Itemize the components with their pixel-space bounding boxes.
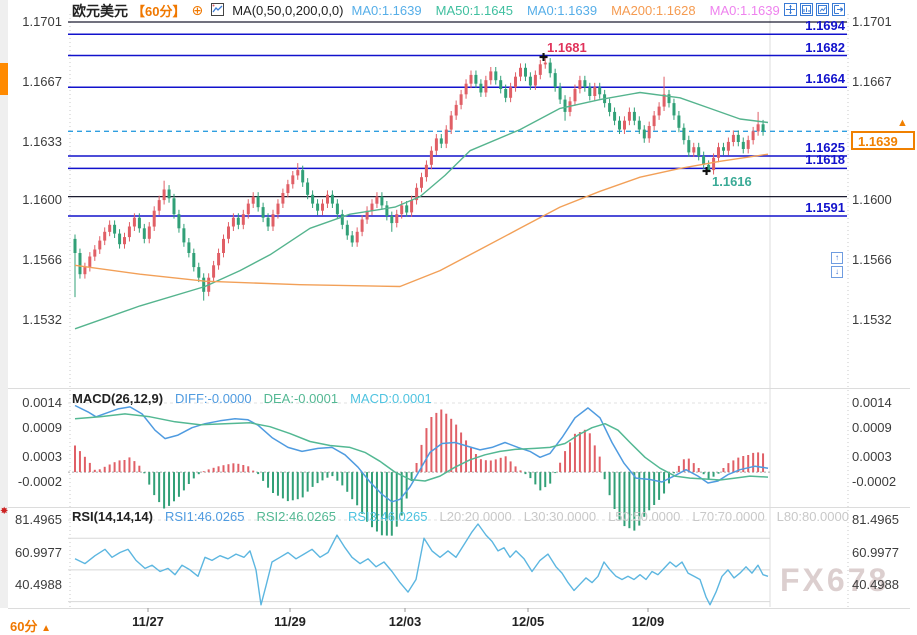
rsi-axis-label-right: 81.4965 — [852, 512, 899, 527]
scrollbar-thumb[interactable] — [0, 63, 8, 95]
ma-readout: MA0:1.1639 — [709, 3, 780, 18]
macd-axis-label-right: -0.0002 — [852, 474, 897, 489]
current-price-tag: 1.1639 — [851, 131, 915, 150]
macd-readout: DEA:-0.0001 — [263, 391, 339, 406]
sr-level-label: 1.1625 — [805, 140, 845, 155]
high-annotation: 1.1681 — [547, 40, 587, 56]
sr-level-label: 1.1664 — [805, 71, 845, 87]
macd-axis-label-left: 0.0009 — [22, 419, 62, 435]
sr-level-label: 1.1618 — [805, 152, 845, 168]
rsi-header: RSI(14,14,14) RSI1:46.0265 RSI2:46.0265 RS… — [72, 509, 849, 524]
scale-down-icon[interactable]: ↓ — [831, 266, 843, 278]
date-label: 11/29 — [274, 614, 306, 629]
rsi-axis-label-left: 60.9977 — [15, 544, 62, 560]
rsi-readout: RSI2:46.0265 — [256, 509, 336, 524]
main-axis-label-right: 1.1667 — [852, 73, 892, 89]
ma-readout: MA50:1.1645 — [435, 3, 513, 18]
main-axis-label-left: 1.1532 — [22, 311, 62, 327]
ma-formula: MA(0,50,0,200,0,0) — [232, 3, 344, 18]
rsi-axis-label-left: 40.4988 — [15, 577, 62, 592]
rsi-readout: L70:70.0000 — [692, 509, 765, 524]
ma-readout: MA200:1.1628 — [611, 3, 696, 18]
date-label: 12/05 — [511, 614, 545, 629]
price-up-arrow-icon: ▲ — [897, 117, 908, 129]
rsi-readouts: RSI1:46.0265 RSI2:46.0265 RSI3:46.0265 L20:… — [165, 509, 849, 524]
macd-axis-label-left: 0.0003 — [22, 449, 62, 465]
macd-axis-label-right: 0.0003 — [852, 449, 892, 465]
indicator-panel-icon[interactable] — [816, 3, 829, 16]
rsi-readout: L20:20.0000 — [439, 509, 512, 524]
macd-header: MACD(26,12,9) DIFF:-0.0000 DEA:-0.0001 MAC… — [72, 391, 432, 406]
rsi-axis-label-right: 60.9977 — [852, 544, 899, 560]
sep-macd-rsi — [8, 506, 910, 508]
toolbar — [784, 3, 845, 16]
rsi-readout: L50:50.0000 — [608, 509, 681, 524]
crosshair-icon[interactable] — [784, 3, 797, 16]
macd-readouts: DIFF:-0.0000 DEA:-0.0001 MACD:0.0001 — [175, 391, 432, 406]
ma-readouts: MA0:1.1639 MA50:1.1645 MA0:1.1639 MA200:1.1… — [352, 3, 780, 18]
rsi-axis-label-right: 40.4988 — [852, 577, 899, 592]
main-axis-label-left: 1.1600 — [22, 192, 62, 208]
period-tag[interactable]: 【60分】 — [132, 4, 186, 19]
rsi-readout: L30:30.0000 — [523, 509, 597, 524]
sr-level-label: 1.1682 — [805, 39, 845, 55]
macd-axis-label-left: -0.0002 — [17, 474, 62, 489]
indicator-window-icon[interactable] — [800, 3, 813, 16]
macd-axis-label-left: 0.0014 — [22, 395, 62, 410]
main-axis-label-left: 1.1701 — [22, 14, 62, 29]
rsi-readout: RSI3:46.0265 — [347, 509, 428, 524]
main-axis-label-right: 1.1532 — [852, 311, 892, 327]
main-axis-label-right: 1.1566 — [852, 252, 892, 268]
chart-type-icon[interactable] — [211, 2, 225, 19]
rsi-readout: L80:80.0000 — [776, 509, 849, 524]
macd-axis-label-right: 0.0014 — [852, 395, 892, 410]
timeframe-selector[interactable]: 60分 ▲ — [10, 619, 51, 634]
date-label: 12/09 — [631, 614, 665, 629]
scale-up-icon[interactable]: ↑ — [831, 252, 843, 264]
left-scrollbar[interactable] — [0, 0, 8, 608]
chart-header: 欧元美元 【60分】 ⊕ MA(0,50,0,200,0,0) MA0:1.16… — [72, 2, 780, 19]
symbol-name: 欧元美元 — [72, 2, 128, 19]
main-axis-label-right: 1.1600 — [852, 192, 892, 208]
low-marker-icon: ✚ — [702, 165, 712, 178]
macd-title: MACD(26,12,9) — [72, 391, 164, 406]
rsi-title: RSI(14,14,14) — [72, 509, 153, 524]
ma-readout: MA0:1.1639 — [526, 3, 598, 18]
sep-main-macd — [8, 388, 910, 389]
sr-level-label: 1.1591 — [805, 199, 845, 215]
ma-readout: MA0:1.1639 — [351, 3, 422, 18]
high-marker-icon: ✚ — [539, 52, 549, 65]
watermark: FX678 — [780, 562, 890, 598]
main-axis-label-left: 1.1566 — [22, 252, 62, 268]
rsi-axis-label-left: 81.4965 — [15, 512, 62, 527]
main-axis-label-right: 1.1701 — [852, 14, 892, 29]
main-axis-label-left: 1.1667 — [22, 73, 62, 89]
sep-rsi-dates — [8, 607, 910, 609]
add-indicator-icon[interactable]: ⊕ — [191, 2, 204, 18]
sr-level-label: 1.1694 — [805, 18, 845, 34]
date-label: 11/27 — [132, 614, 164, 629]
main-axis-label-left: 1.1633 — [22, 133, 62, 149]
indicator-marker-icon: ✸ — [0, 506, 9, 517]
rsi-readout: RSI1:46.0265 — [164, 509, 245, 524]
low-annotation: 1.1616 — [712, 173, 752, 189]
date-label: 12/03 — [388, 614, 422, 629]
exit-icon[interactable] — [832, 3, 845, 16]
macd-readout: MACD:0.0001 — [350, 391, 432, 406]
macd-axis-label-right: 0.0009 — [852, 419, 892, 435]
macd-readout: DIFF:-0.0000 — [175, 391, 252, 406]
